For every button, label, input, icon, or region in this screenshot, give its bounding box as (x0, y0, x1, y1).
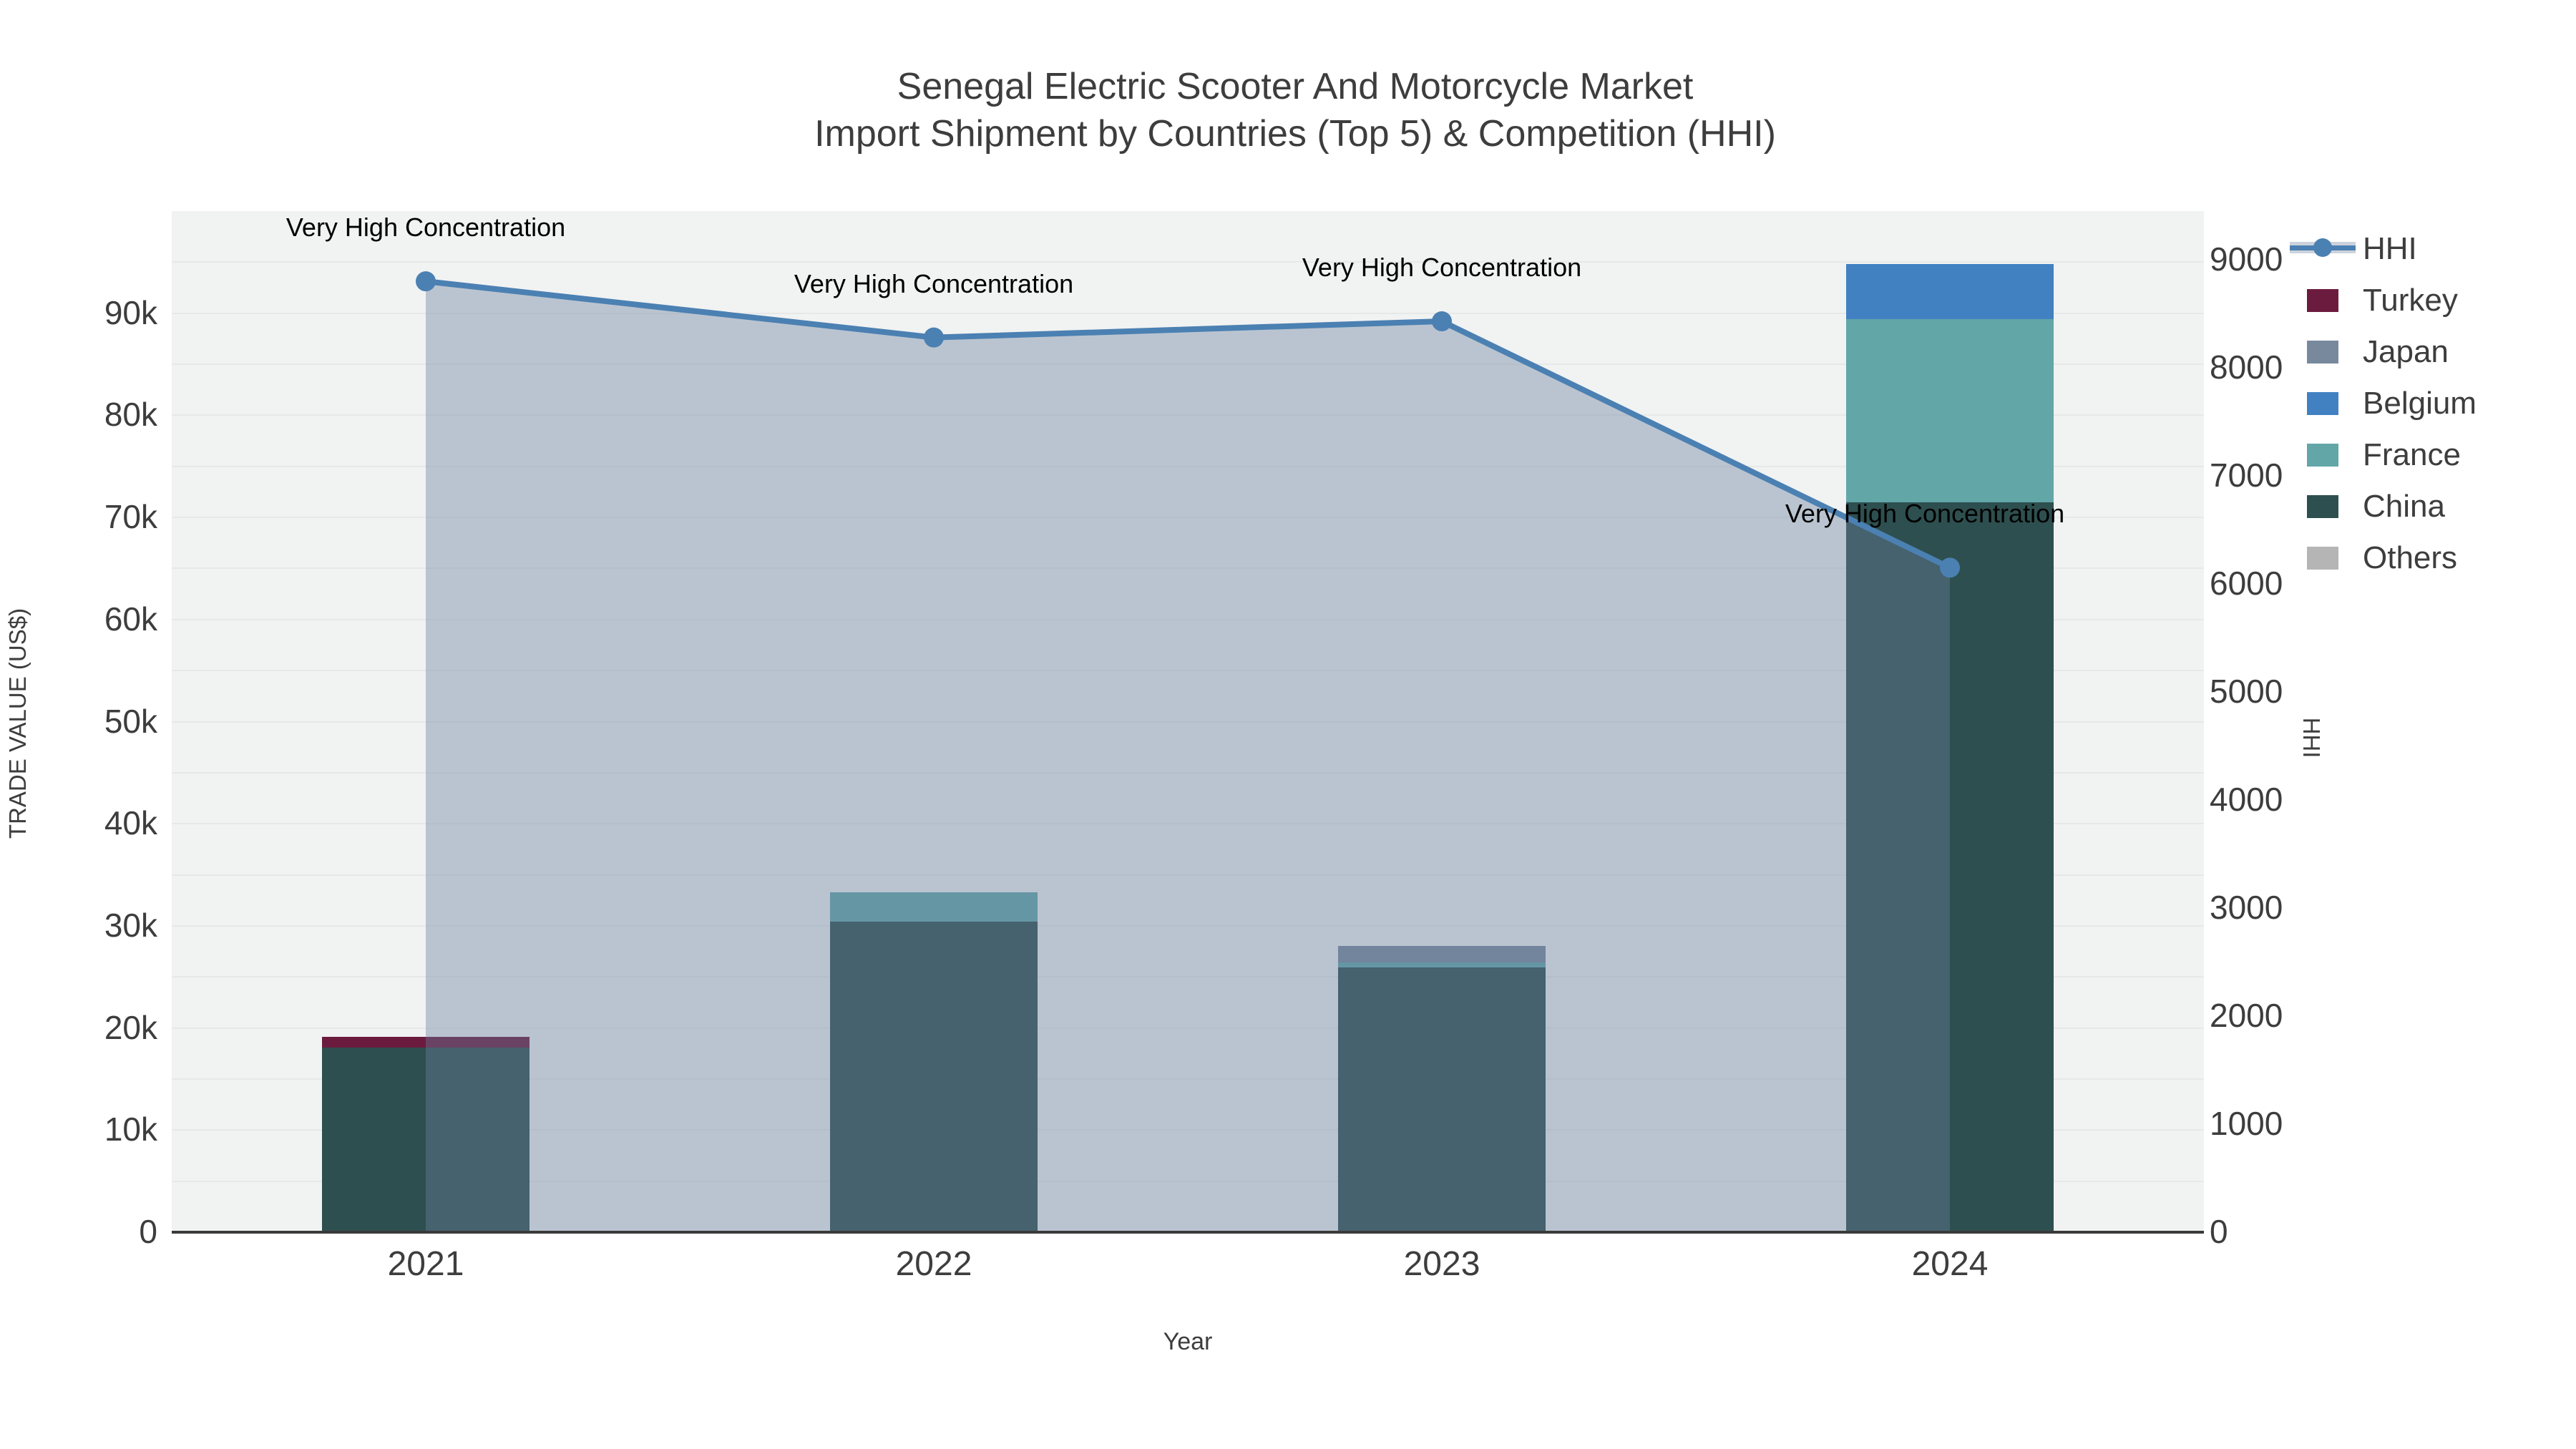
gridline (172, 567, 2204, 570)
hhi-legend-marker (2313, 238, 2332, 257)
chart-title: Senegal Electric Scooter And Motorcycle … (0, 63, 2576, 157)
annotation-2023: Very High Concentration (1302, 253, 1582, 283)
legend-swatch-japan (2307, 341, 2338, 364)
legend-item-hhi[interactable]: HHI (2290, 226, 2576, 278)
hhi-line-layer (416, 271, 1960, 1232)
gridline (172, 1180, 2204, 1182)
hhi-point-2023[interactable] (1432, 311, 1452, 332)
x-axis-tick-label: 2022 (895, 1245, 972, 1283)
legend-label-france: France (2363, 437, 2461, 472)
legend-item-japan[interactable]: Japan (2290, 329, 2576, 381)
gridline (172, 517, 2204, 519)
x-axis-title: Year (1163, 1328, 1213, 1355)
right-axis-tick-label: 4000 (2210, 780, 2283, 818)
x-axis-tick-label: 2021 (387, 1245, 464, 1283)
annotation-2022: Very High Concentration (794, 268, 1074, 298)
left-axis-tick-label: 90k (104, 293, 157, 331)
bar-segment-turkey-2021[interactable] (322, 1037, 530, 1048)
right-axis-tick-label: 9000 (2210, 240, 2283, 278)
gridline (172, 924, 2204, 927)
gridline (172, 1078, 2204, 1080)
right-axis-tick-label: 2000 (2210, 996, 2283, 1034)
legend-label-belgium: Belgium (2363, 386, 2477, 421)
gridline (172, 823, 2204, 825)
legend-label-japan: Japan (2363, 334, 2449, 369)
right-axis-title: HHI (2298, 717, 2325, 758)
legend-swatch-turkey (2307, 289, 2338, 312)
left-axis-tick-label: 80k (104, 396, 157, 434)
hhi-line (425, 278, 1951, 570)
x-axis-tick-label: 2023 (1403, 1245, 1480, 1283)
gridline (172, 312, 2204, 314)
annotation-2024: Very High Concentration (1785, 499, 2065, 529)
legend-label-hhi: HHI (2363, 231, 2417, 266)
legend-swatch-others (2307, 547, 2338, 570)
x-axis-tick-label: 2024 (1911, 1245, 1989, 1283)
left-axis-tick-label: 40k (104, 804, 157, 842)
gridline (172, 976, 2204, 978)
bar-segment-belgium-2024[interactable] (1846, 264, 2054, 320)
left-axis-tick-label: 10k (104, 1111, 157, 1148)
legend-swatch-china (2307, 495, 2338, 518)
gridline (172, 874, 2204, 876)
legend-item-others[interactable]: Others (2290, 535, 2576, 587)
bar-segment-france-2024[interactable] (1846, 319, 2054, 502)
legend-item-turkey[interactable]: Turkey (2290, 278, 2576, 329)
left-axis-tick-label: 30k (104, 906, 157, 944)
bar-segment-france-2023[interactable] (1338, 962, 1546, 968)
right-axis-tick-label: 1000 (2210, 1104, 2283, 1142)
gridline (172, 721, 2204, 723)
gridline (172, 1027, 2204, 1029)
left-axis-tick-label: 20k (104, 1008, 157, 1046)
left-axis-title: TRADE VALUE (US$) (4, 608, 31, 839)
legend-label-others: Others (2363, 540, 2458, 575)
gridline (172, 414, 2204, 416)
chart-title-line1: Senegal Electric Scooter And Motorcycle … (897, 66, 1694, 107)
legend-item-china[interactable]: China (2290, 484, 2576, 535)
right-axis-tick-label: 3000 (2210, 888, 2283, 926)
gridline (172, 618, 2204, 620)
left-axis-tick-label: 70k (104, 498, 157, 536)
legend-swatch-belgium (2307, 392, 2338, 415)
legend-swatch-france (2307, 444, 2338, 467)
legend-item-france[interactable]: France (2290, 432, 2576, 484)
gridline (172, 364, 2204, 366)
left-axis-tick-label: 0 (139, 1213, 157, 1250)
hhi-point-2024[interactable] (1940, 557, 1960, 578)
hhi-point-2022[interactable] (924, 327, 944, 348)
right-axis-tick-label: 5000 (2210, 672, 2283, 710)
bar-segment-france-2022[interactable] (830, 892, 1038, 922)
x-axis-line (172, 1231, 2204, 1234)
hhi-point-2021[interactable] (416, 271, 436, 292)
left-axis-tick-label: 60k (104, 600, 157, 638)
gridline (172, 670, 2204, 672)
gridline (172, 1129, 2204, 1131)
bar-segment-china-2022[interactable] (830, 922, 1038, 1232)
bar-segment-china-2024[interactable] (1846, 502, 2054, 1232)
right-axis-tick-label: 7000 (2210, 456, 2283, 494)
chart-title-line2: Import Shipment by Countries (Top 5) & C… (814, 113, 1776, 155)
right-axis-tick-label: 0 (2210, 1213, 2228, 1250)
hhi-area-fill (426, 281, 1950, 1232)
bar-segment-china-2021[interactable] (322, 1047, 530, 1232)
annotation-2021: Very High Concentration (286, 213, 566, 243)
gridline (172, 261, 2204, 263)
bar-segment-china-2023[interactable] (1338, 967, 1546, 1232)
legend-label-turkey: Turkey (2363, 283, 2458, 318)
right-axis-tick-label: 8000 (2210, 348, 2283, 386)
legend-item-belgium[interactable]: Belgium (2290, 381, 2576, 432)
bar-segment-japan-2023[interactable] (1338, 945, 1546, 962)
gridline (172, 465, 2204, 467)
legend-label-china: China (2363, 489, 2445, 524)
gridline (172, 771, 2204, 774)
left-axis-tick-label: 50k (104, 702, 157, 740)
right-axis-tick-label: 6000 (2210, 564, 2283, 602)
